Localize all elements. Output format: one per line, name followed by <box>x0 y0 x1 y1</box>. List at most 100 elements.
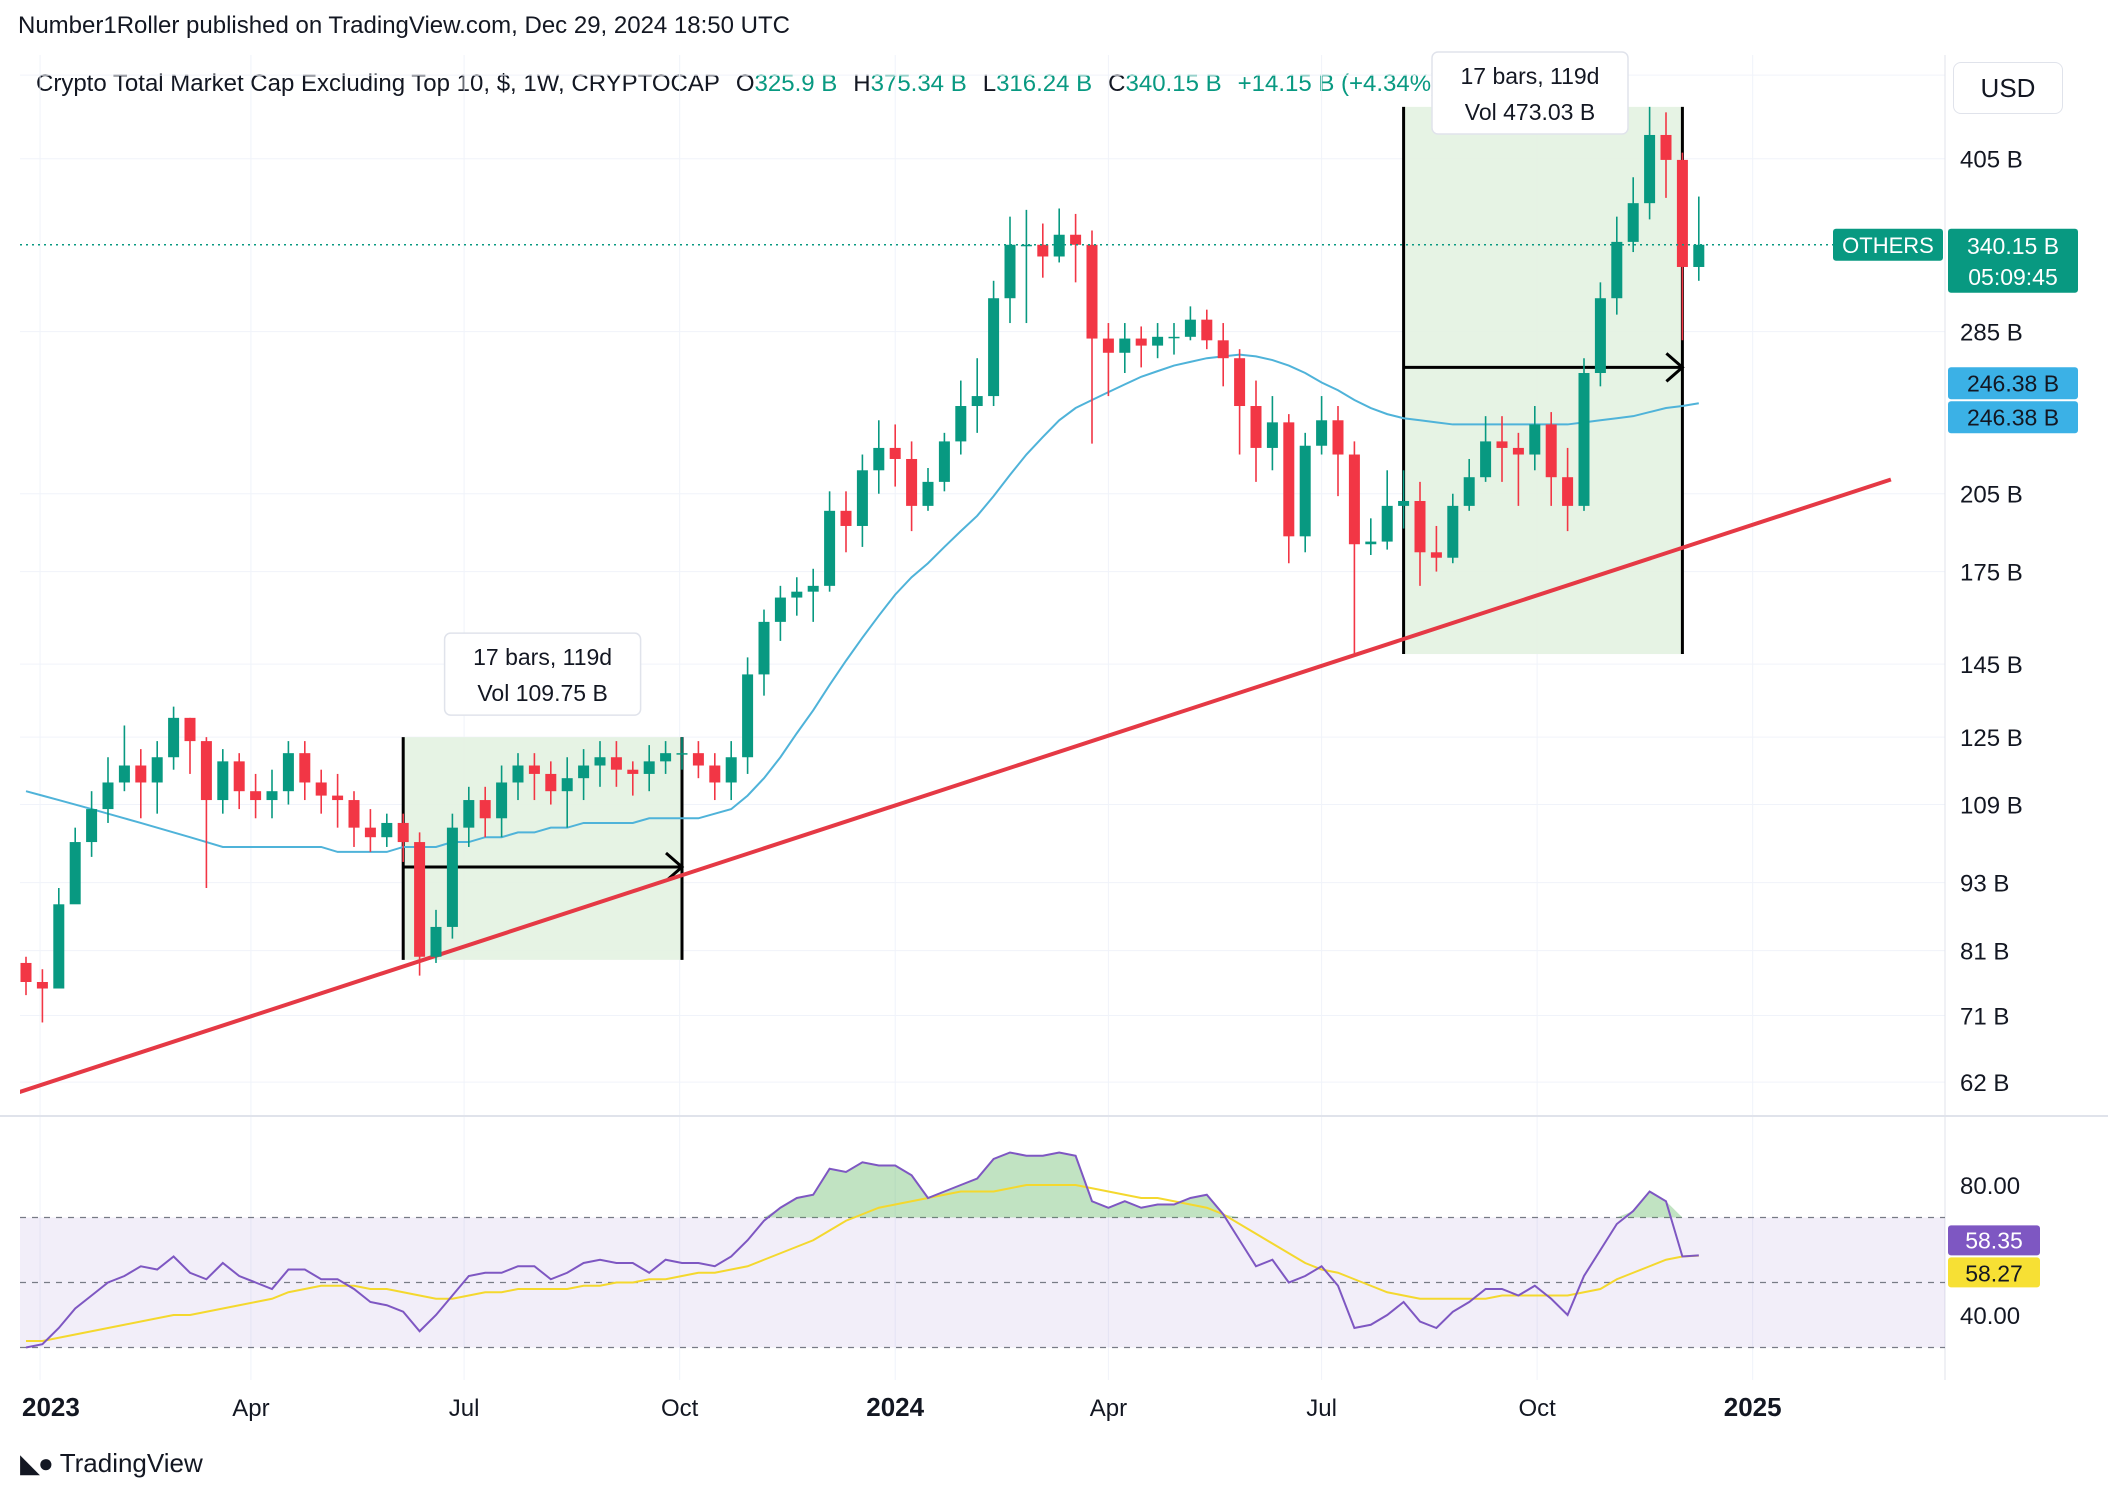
candle-body[interactable] <box>1644 134 1656 204</box>
candle-body[interactable] <box>1348 454 1360 545</box>
candle-body[interactable] <box>1152 336 1164 346</box>
candle-body[interactable] <box>643 761 655 774</box>
candle-body[interactable] <box>578 765 590 779</box>
rsi-ma-line[interactable] <box>26 1184 1699 1342</box>
currency-button[interactable]: USD <box>1953 62 2063 114</box>
candle-body[interactable] <box>299 753 311 783</box>
rsi-line[interactable] <box>25 1151 1699 1349</box>
candle-body[interactable] <box>1020 244 1032 247</box>
candle-body[interactable] <box>381 822 393 838</box>
candle-body[interactable] <box>627 769 639 774</box>
candle-body[interactable] <box>53 904 65 989</box>
candle-body[interactable] <box>610 757 622 770</box>
candle-body[interactable] <box>807 585 819 592</box>
candle-body[interactable] <box>840 510 852 526</box>
candle-body[interactable] <box>824 510 836 586</box>
candle-body[interactable] <box>1578 373 1590 506</box>
brand-name[interactable]: TradingView <box>59 1448 203 1478</box>
candle-body[interactable] <box>758 621 770 675</box>
candle-body[interactable] <box>151 757 163 783</box>
candle-body[interactable] <box>1365 541 1377 545</box>
candle-body[interactable] <box>971 396 983 407</box>
candle-body[interactable] <box>69 842 81 905</box>
candle-body[interactable] <box>1053 234 1065 257</box>
candle-body[interactable] <box>1480 441 1492 478</box>
candle-body[interactable] <box>217 761 229 801</box>
candle-body[interactable] <box>873 447 885 471</box>
candle-body[interactable] <box>1463 477 1475 506</box>
candle-body[interactable] <box>1283 422 1295 537</box>
candle-body[interactable] <box>1545 424 1557 478</box>
candle-body[interactable] <box>1250 406 1262 448</box>
candle-body[interactable] <box>1102 338 1114 353</box>
candle-body[interactable] <box>1676 159 1688 267</box>
candle-body[interactable] <box>86 809 98 843</box>
candle-body[interactable] <box>922 481 934 506</box>
candle-body[interactable] <box>1447 505 1459 558</box>
candle-body[interactable] <box>1184 319 1196 337</box>
candle-body[interactable] <box>430 926 442 957</box>
candle-body[interactable] <box>1381 505 1393 542</box>
candle-body[interactable] <box>282 753 294 792</box>
candle-body[interactable] <box>988 298 1000 397</box>
candle-body[interactable] <box>414 842 426 957</box>
candle-body[interactable] <box>1119 338 1131 353</box>
candle-body[interactable] <box>1611 241 1623 299</box>
candle-body[interactable] <box>1693 244 1705 267</box>
candle-body[interactable] <box>135 765 147 783</box>
candle-body[interactable] <box>742 674 754 758</box>
tradingview-logo-icon[interactable]: ◣● <box>20 1448 54 1478</box>
candle-body[interactable] <box>1496 441 1508 448</box>
candle-body[interactable] <box>250 791 262 801</box>
candle-body[interactable] <box>118 765 130 783</box>
candle-body[interactable] <box>184 717 196 742</box>
symbol-name[interactable]: Crypto Total Market Cap Excluding Top 10… <box>36 70 720 97</box>
date-range-box[interactable] <box>403 737 682 960</box>
candle-body[interactable] <box>364 827 376 838</box>
candle-body[interactable] <box>332 795 344 801</box>
candle-body[interactable] <box>168 717 180 758</box>
candle-body[interactable] <box>1594 298 1606 374</box>
candle-body[interactable] <box>545 773 557 792</box>
candle-body[interactable] <box>1070 234 1082 245</box>
candle-body[interactable] <box>856 470 868 526</box>
candle-body[interactable] <box>1529 424 1541 455</box>
candle-body[interactable] <box>36 981 48 989</box>
candle-body[interactable] <box>1398 500 1410 506</box>
candle-body[interactable] <box>1627 203 1639 242</box>
candle-body[interactable] <box>1332 420 1344 455</box>
moving-average-line[interactable] <box>25 353 1699 853</box>
candle-body[interactable] <box>955 406 967 442</box>
candle-body[interactable] <box>1430 552 1442 558</box>
candle-body[interactable] <box>1234 358 1246 407</box>
candle-body[interactable] <box>594 757 606 766</box>
candle-body[interactable] <box>791 591 803 598</box>
candle-body[interactable] <box>1266 422 1278 448</box>
candle-body[interactable] <box>774 597 786 622</box>
candle-body[interactable] <box>1414 500 1426 553</box>
candle-body[interactable] <box>938 441 950 482</box>
candle-body[interactable] <box>528 765 540 774</box>
candle-body[interactable] <box>20 962 32 982</box>
candle-body[interactable] <box>709 765 721 783</box>
candle-body[interactable] <box>397 822 409 843</box>
candle-body[interactable] <box>676 753 688 755</box>
candle-body[interactable] <box>1037 244 1049 257</box>
candle-body[interactable] <box>496 782 508 819</box>
candle-body[interactable] <box>446 827 458 927</box>
candle-body[interactable] <box>200 741 212 801</box>
candle-body[interactable] <box>1660 134 1672 160</box>
candle-body[interactable] <box>102 782 114 810</box>
candle-body[interactable] <box>889 447 901 459</box>
candle-body[interactable] <box>233 761 245 792</box>
date-range-box[interactable] <box>1403 106 1683 655</box>
candle-body[interactable] <box>1299 445 1311 537</box>
candle-body[interactable] <box>266 791 278 801</box>
candle-body[interactable] <box>315 782 327 796</box>
trendline[interactable] <box>0 477 1892 1110</box>
candle-body[interactable] <box>1135 338 1147 346</box>
candle-body[interactable] <box>1217 340 1229 359</box>
candle-body[interactable] <box>463 800 475 828</box>
candle-body[interactable] <box>725 757 737 783</box>
